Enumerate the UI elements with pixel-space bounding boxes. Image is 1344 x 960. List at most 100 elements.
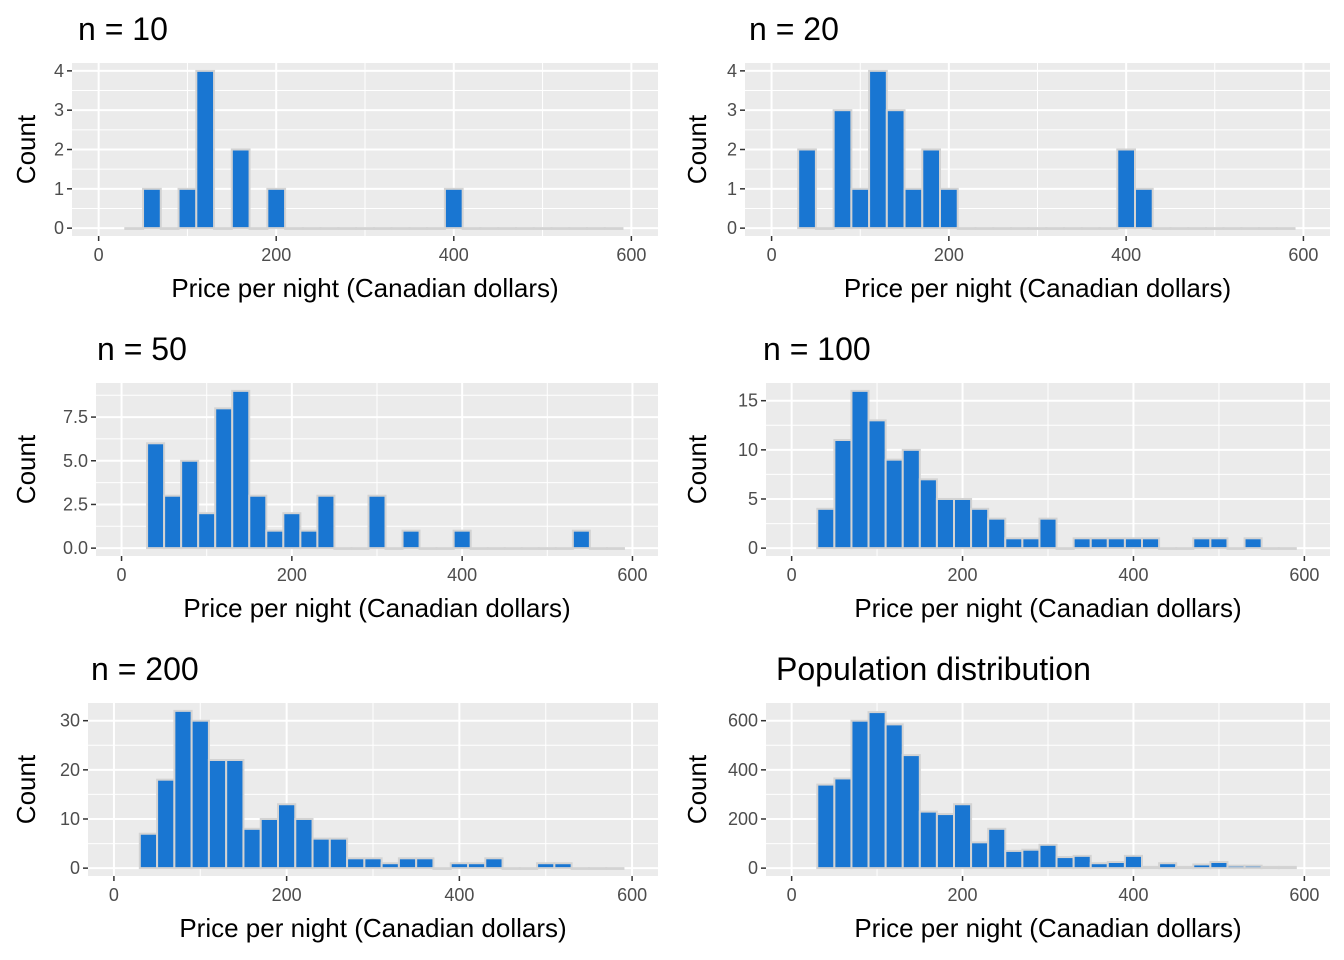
histogram-bar <box>195 69 216 230</box>
histogram-bar <box>1089 862 1109 870</box>
histogram-bar <box>380 862 400 870</box>
histogram-bar <box>311 837 331 870</box>
x-tick-label: 200 <box>272 885 302 905</box>
histogram-bar <box>173 709 193 870</box>
histogram-bar <box>1260 547 1280 550</box>
histogram-bar <box>970 507 990 550</box>
histogram-bar <box>1243 864 1263 870</box>
x-axis-label: Price per night (Canadian dollars) <box>183 593 570 623</box>
histogram-bar <box>432 867 452 870</box>
y-tick-label: 0.0 <box>63 538 88 558</box>
panel-title: n = 50 <box>97 331 187 367</box>
x-tick-label: 400 <box>439 245 469 265</box>
x-tick-label: 600 <box>617 565 647 585</box>
histogram-bar <box>333 547 353 550</box>
histogram-bar <box>190 719 210 870</box>
y-axis-label: Count <box>11 434 41 504</box>
histogram-bar <box>797 148 817 230</box>
histogram-bar <box>520 547 540 550</box>
histogram-bar <box>974 227 995 230</box>
histogram-bar <box>415 857 435 870</box>
histogram-bar <box>1004 849 1024 870</box>
histogram-bar <box>868 69 888 230</box>
y-tick-label: 3 <box>727 100 737 120</box>
histogram-bar <box>284 227 304 230</box>
histogram-bar <box>1169 227 1190 230</box>
histogram-bar <box>605 867 625 870</box>
chart-panel-3: 0 200 400 600 0.0 2.5 5.0 7.5 n = 50 Price per ni… <box>11 331 658 623</box>
histogram-bar <box>1277 865 1297 870</box>
histogram-bar <box>230 148 251 230</box>
histogram-bar <box>1240 227 1261 230</box>
histogram-bar <box>1192 537 1212 550</box>
histogram-bar <box>501 867 521 870</box>
histogram-bar <box>469 547 489 550</box>
y-tick-label: 20 <box>60 760 80 780</box>
x-tick-label: 400 <box>444 885 474 905</box>
y-tick-label: 2 <box>54 140 64 160</box>
histogram-bar <box>850 389 870 550</box>
histogram-bar <box>1123 854 1143 870</box>
histogram-bar <box>231 389 251 550</box>
y-axis-label: Count <box>682 754 712 824</box>
y-tick-label: 2.5 <box>63 494 88 514</box>
histogram-bar <box>484 857 504 870</box>
histogram-bar <box>814 227 835 230</box>
histogram-bar <box>568 227 588 230</box>
histogram-bar <box>316 494 336 550</box>
histogram-bar <box>537 547 557 550</box>
histogram-bar <box>884 723 904 870</box>
histogram-bar <box>401 529 421 550</box>
x-tick-label: 400 <box>1118 885 1148 905</box>
histogram-bar <box>486 547 506 550</box>
histogram-bar <box>367 494 387 550</box>
x-tick-label: 0 <box>109 885 119 905</box>
histogram-bar <box>248 494 268 550</box>
histogram-bar <box>1027 227 1048 230</box>
y-tick-label: 1 <box>727 179 737 199</box>
histogram-bar <box>449 862 469 870</box>
histogram-bar <box>1021 537 1041 550</box>
histogram-bar <box>418 547 438 550</box>
histogram-bar <box>587 867 608 870</box>
histogram-bar <box>1187 227 1207 230</box>
y-tick-label: 200 <box>728 809 758 829</box>
y-axis-label: Count <box>11 754 41 824</box>
x-tick-label: 200 <box>948 885 978 905</box>
histogram-bar <box>180 459 200 550</box>
histogram-bar <box>207 759 228 870</box>
chart-panel-2: 0 200 400 600 0 1 2 3 4 n = 20 Price per night (Ca… <box>682 11 1330 303</box>
histogram-bar <box>248 227 269 230</box>
histogram-bar <box>355 227 375 230</box>
histogram-bar <box>1072 537 1092 550</box>
histogram-bar <box>1209 537 1229 550</box>
histogram-bar <box>867 419 887 550</box>
y-tick-label: 0 <box>748 538 758 558</box>
histogram-bar <box>554 547 574 550</box>
histogram-bar <box>1277 547 1297 550</box>
histogram-bar <box>213 227 233 230</box>
histogram-bar <box>1258 227 1278 230</box>
histogram-bar <box>225 759 245 870</box>
histogram-bar <box>935 497 956 550</box>
x-tick-label: 600 <box>1289 885 1319 905</box>
x-axis-label: Price per night (Canadian dollars) <box>854 593 1241 623</box>
histogram-bar <box>435 547 455 550</box>
histogram-bar <box>319 227 340 230</box>
histogram-bar <box>918 810 938 870</box>
histogram-bar <box>833 777 853 870</box>
histogram-bar <box>299 529 319 550</box>
histogram-bar <box>1106 537 1126 550</box>
histogram-bar <box>397 857 418 870</box>
histogram-bar <box>1192 863 1212 870</box>
y-tick-label: 4 <box>727 61 737 81</box>
histogram-bar <box>1123 537 1143 550</box>
histogram-bar <box>1158 547 1178 550</box>
histogram-bar <box>1098 227 1119 230</box>
histogram-bar <box>885 109 906 230</box>
histogram-bar <box>156 778 176 870</box>
y-tick-label: 30 <box>60 711 80 731</box>
histogram-bar <box>901 754 921 870</box>
histogram-bar <box>514 227 535 230</box>
histogram-bar <box>497 227 517 230</box>
